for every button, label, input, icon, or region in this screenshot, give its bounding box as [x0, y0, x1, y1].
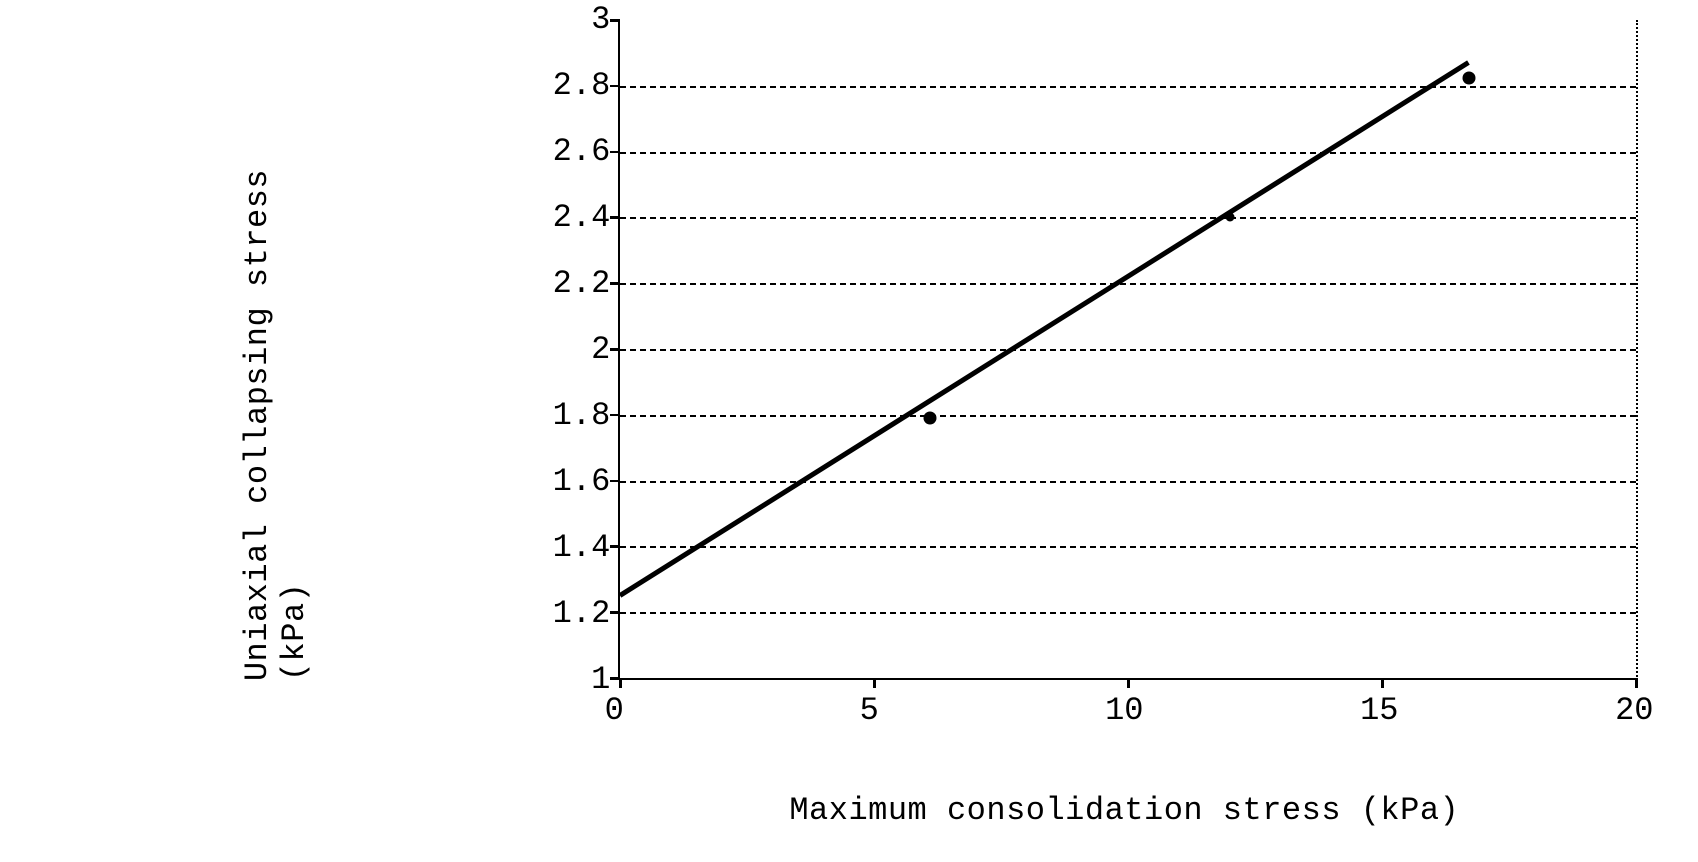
xtick-mark: [1635, 678, 1638, 688]
gridline: [620, 217, 1636, 219]
data-point: [924, 412, 937, 425]
data-point: [1462, 71, 1475, 84]
ytick-mark: [610, 216, 620, 219]
yaxis-label-line2: (kPa): [276, 582, 313, 681]
plot-area: [618, 20, 1638, 680]
ytick-mark: [610, 85, 620, 88]
ytick-mark: [610, 480, 620, 483]
ytick-label: 1.6: [550, 466, 610, 498]
ytick-mark: [610, 282, 620, 285]
ytick-mark: [610, 151, 620, 154]
ytick-label: 1.2: [550, 598, 610, 630]
xtick-label: 5: [860, 692, 879, 729]
xtick-label: 20: [1615, 692, 1653, 729]
ytick-label: 1.8: [550, 400, 610, 432]
ytick-label: 2.6: [550, 136, 610, 168]
ytick-label: 2: [550, 334, 610, 366]
gridline: [620, 283, 1636, 285]
ytick-mark: [610, 19, 620, 22]
ytick-mark: [610, 545, 620, 548]
gridline: [620, 86, 1636, 88]
gridline: [620, 415, 1636, 417]
ytick-label: 2.8: [550, 70, 610, 102]
yaxis-label: Uniaxial collapsing stress (kPa): [239, 168, 313, 680]
ytick-label: 3: [550, 4, 610, 36]
ytick-mark: [610, 348, 620, 351]
yaxis-label-line1: Uniaxial collapsing stress: [239, 168, 276, 680]
gridline: [620, 349, 1636, 351]
gridline: [620, 546, 1636, 548]
xtick-mark: [1127, 678, 1130, 688]
plot-row: 32.82.62.42.221.81.61.41.21: [542, 20, 1638, 680]
xaxis-ticks: 05101520: [614, 692, 1634, 732]
ytick-label: 2.2: [550, 268, 610, 300]
xtick-mark: [873, 678, 876, 688]
yaxis-label-container: Uniaxial collapsing stress (kPa): [20, 75, 532, 775]
regression-line: [619, 61, 1470, 598]
chart-body: 32.82.62.42.221.81.61.41.21 05101520 Max…: [542, 20, 1638, 829]
xtick-label: 15: [1360, 692, 1398, 729]
ytick-mark: [610, 414, 620, 417]
gridline: [620, 612, 1636, 614]
xtick-label: 0: [605, 692, 624, 729]
ytick-label: 1: [550, 664, 610, 696]
ytick-label: 1.4: [550, 532, 610, 564]
gridline: [620, 481, 1636, 483]
chart-container: Uniaxial collapsing stress (kPa) 32.82.6…: [20, 20, 1638, 829]
ytick-mark: [610, 611, 620, 614]
ytick-label: 2.4: [550, 202, 610, 234]
xtick-mark: [619, 678, 622, 688]
yaxis-ticks: 32.82.62.42.221.81.61.41.21: [542, 20, 610, 680]
gridline: [620, 152, 1636, 154]
xaxis-label: Maximum consolidation stress (kPa): [789, 792, 1459, 829]
data-point: [1225, 213, 1234, 222]
xtick-label: 10: [1105, 692, 1143, 729]
xtick-mark: [1381, 678, 1384, 688]
